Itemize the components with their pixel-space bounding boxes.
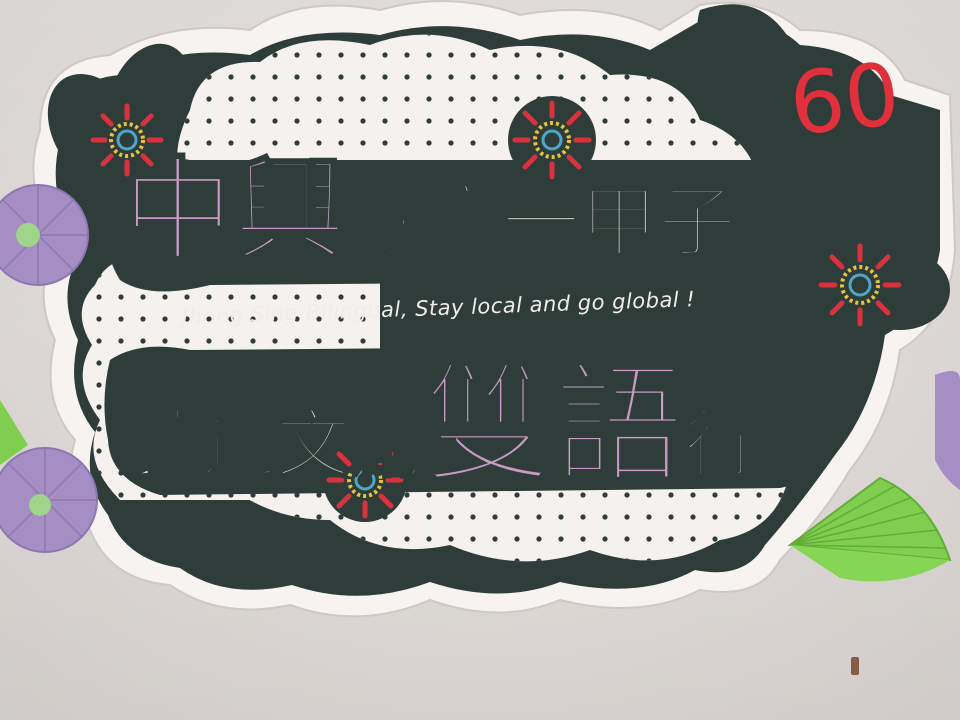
title-emphasis: 中興 (121, 147, 348, 277)
main-title: 中興 歡慶一甲子 (121, 138, 738, 277)
wall-nail (851, 657, 859, 675)
paper-fan-purple (0, 184, 89, 286)
subtitle-part-1: 藝遊文創 (127, 402, 426, 488)
anniversary-number: 60 (785, 44, 905, 156)
paper-fan-purple (935, 371, 960, 490)
subtitle-part-2: 行 (683, 402, 760, 488)
firework-rosette (323, 438, 407, 522)
subtitle: 藝遊文創 雙語 行 (127, 330, 760, 501)
title-rest: 歡慶一甲子 (344, 178, 737, 268)
paper-fan-purple (0, 447, 98, 553)
firework-rosette (814, 239, 906, 331)
paper-fan-green (787, 476, 952, 582)
subtitle-emphasis: 雙語 (422, 349, 685, 501)
firework-rosette (87, 100, 167, 180)
paper-fan-green (0, 400, 28, 465)
sign-board (32, 0, 957, 618)
firework-rosette (508, 96, 596, 184)
